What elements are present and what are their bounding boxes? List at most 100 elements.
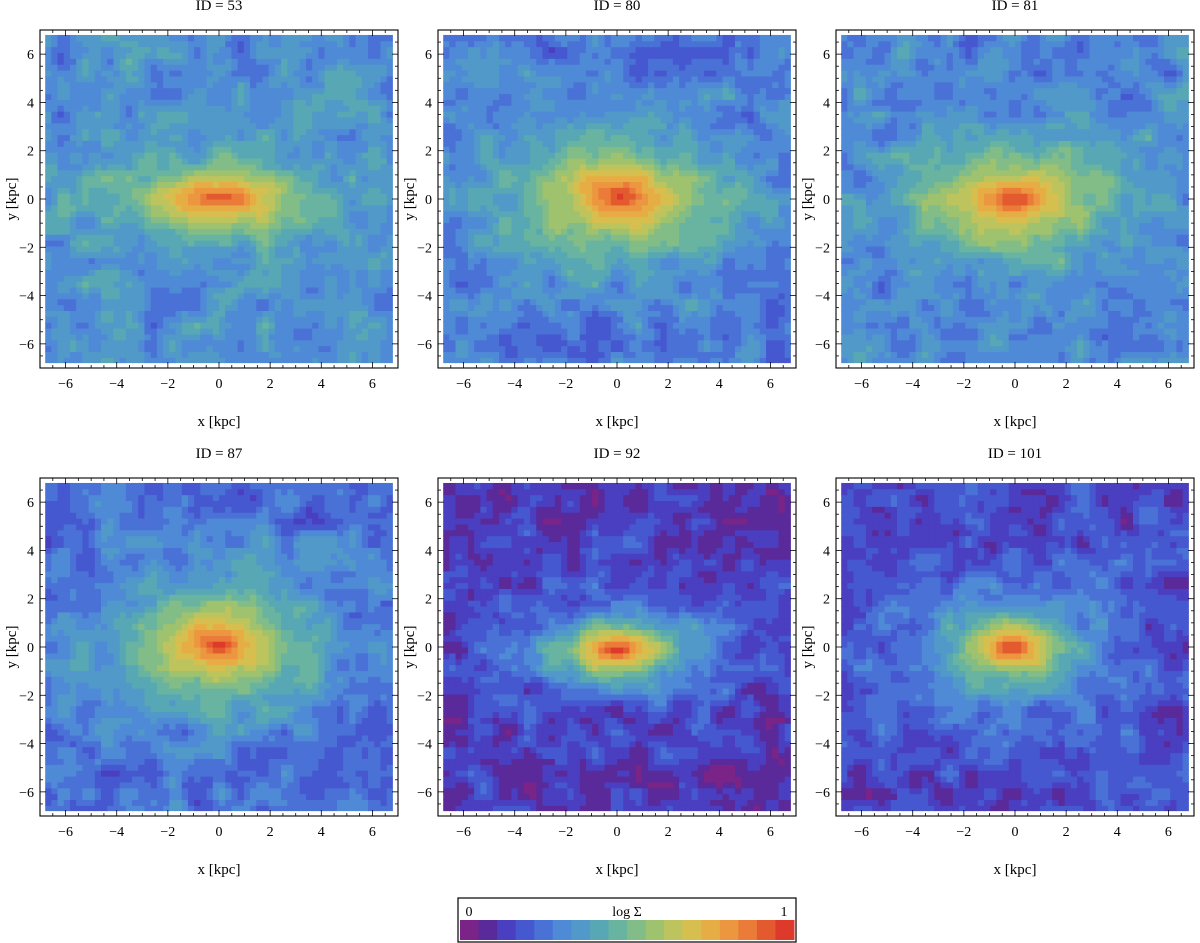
heatmap-cell xyxy=(449,234,457,241)
heatmap-cell xyxy=(156,46,164,54)
heatmap-cell xyxy=(343,193,351,200)
heatmap-cell xyxy=(169,111,177,118)
heatmap-cell xyxy=(330,275,338,282)
heatmap-cell xyxy=(119,333,127,341)
heatmap-cell xyxy=(336,64,344,71)
heatmap-cell xyxy=(274,251,282,259)
heatmap-cell xyxy=(374,251,382,259)
heatmap-cell xyxy=(617,152,624,159)
heatmap-cell xyxy=(187,157,195,165)
heatmap-cell xyxy=(349,152,357,159)
heatmap-cell xyxy=(144,240,152,247)
heatmap-cell xyxy=(51,75,59,83)
heatmap-cell xyxy=(144,169,152,177)
heatmap-cell xyxy=(281,52,288,59)
heatmap-cell xyxy=(88,286,96,294)
heatmap-cell xyxy=(169,134,177,141)
heatmap-cell xyxy=(368,345,375,353)
heatmap-cell xyxy=(206,351,214,358)
heatmap-cell xyxy=(45,140,52,147)
heatmap-cell xyxy=(499,52,506,59)
heatmap-cell xyxy=(268,304,276,311)
heatmap-cell xyxy=(585,310,593,317)
heatmap-cell xyxy=(200,175,208,183)
heatmap-cell xyxy=(219,339,226,347)
heatmap-cell xyxy=(330,234,338,241)
heatmap-cell xyxy=(455,216,463,224)
heatmap-cell xyxy=(187,257,195,265)
heatmap-cell xyxy=(132,216,139,224)
heatmap-cell xyxy=(262,304,270,311)
heatmap-cell xyxy=(467,257,475,265)
heatmap-cell xyxy=(237,93,245,100)
heatmap-cell xyxy=(262,70,270,77)
heatmap-cell xyxy=(206,204,214,212)
heatmap-cell xyxy=(69,87,77,95)
heatmap-cell xyxy=(517,87,525,95)
heatmap-cell xyxy=(467,327,475,335)
heatmap-cell xyxy=(386,81,393,89)
heatmap-cell xyxy=(467,181,475,188)
heatmap-cell xyxy=(361,269,369,276)
heatmap-cell xyxy=(579,40,587,48)
heatmap-cell xyxy=(57,222,65,229)
heatmap-cell xyxy=(623,251,631,259)
heatmap-cell xyxy=(63,70,71,77)
heatmap-cell xyxy=(69,40,77,48)
heatmap-cell xyxy=(144,292,152,300)
heatmap-cell xyxy=(293,199,301,206)
heatmap-cell xyxy=(318,298,326,306)
heatmap-cell xyxy=(592,327,599,335)
heatmap-cell xyxy=(530,292,537,300)
heatmap-cell xyxy=(45,275,52,282)
heatmap-cell xyxy=(250,128,257,136)
heatmap-cell xyxy=(312,64,319,71)
heatmap-cell xyxy=(492,286,500,294)
heatmap-cell xyxy=(51,216,59,224)
heatmap-cell xyxy=(274,81,282,89)
heatmap-cell xyxy=(505,157,513,165)
heatmap-cell xyxy=(138,128,146,136)
heatmap-cell xyxy=(132,93,139,100)
heatmap-cell xyxy=(243,105,251,112)
heatmap-cell xyxy=(474,263,481,270)
heatmap-cell xyxy=(45,34,52,42)
heatmap-cell xyxy=(69,316,77,323)
heatmap-cell xyxy=(318,146,326,153)
heatmap-cell xyxy=(76,345,83,353)
heatmap-cell xyxy=(262,163,270,171)
heatmap-cell xyxy=(138,163,146,171)
heatmap-cell xyxy=(355,175,363,183)
heatmap-cell xyxy=(206,269,214,276)
heatmap-cell xyxy=(312,245,319,253)
heatmap-cell xyxy=(598,199,606,206)
heatmap-cell xyxy=(467,286,475,294)
heatmap-cell xyxy=(299,146,307,153)
heatmap-cell xyxy=(212,228,220,235)
heatmap-cell xyxy=(368,40,375,48)
heatmap-cell xyxy=(305,304,313,311)
heatmap-cell xyxy=(368,204,375,212)
heatmap-cell xyxy=(499,81,506,89)
heatmap-cell xyxy=(523,351,531,358)
heatmap-cell xyxy=(629,116,637,124)
heatmap-cell xyxy=(561,286,568,294)
heatmap-cell xyxy=(163,93,170,100)
heatmap-cell xyxy=(511,292,519,300)
heatmap-cell xyxy=(57,93,65,100)
heatmap-cell xyxy=(480,286,488,294)
heatmap-cell xyxy=(467,281,475,288)
heatmap-cell xyxy=(499,128,506,136)
heatmap-cell xyxy=(536,193,544,200)
heatmap-cell xyxy=(598,152,606,159)
heatmap-cell xyxy=(368,140,375,147)
heatmap-cell xyxy=(499,228,506,235)
heatmap-cell xyxy=(517,228,525,235)
heatmap-cell xyxy=(610,116,618,124)
heatmap-cell xyxy=(219,187,226,194)
heatmap-cell xyxy=(231,333,239,341)
heatmap-cell xyxy=(274,169,282,177)
heatmap-cell xyxy=(175,216,183,224)
heatmap-cell xyxy=(293,286,301,294)
heatmap-cell xyxy=(573,322,581,329)
